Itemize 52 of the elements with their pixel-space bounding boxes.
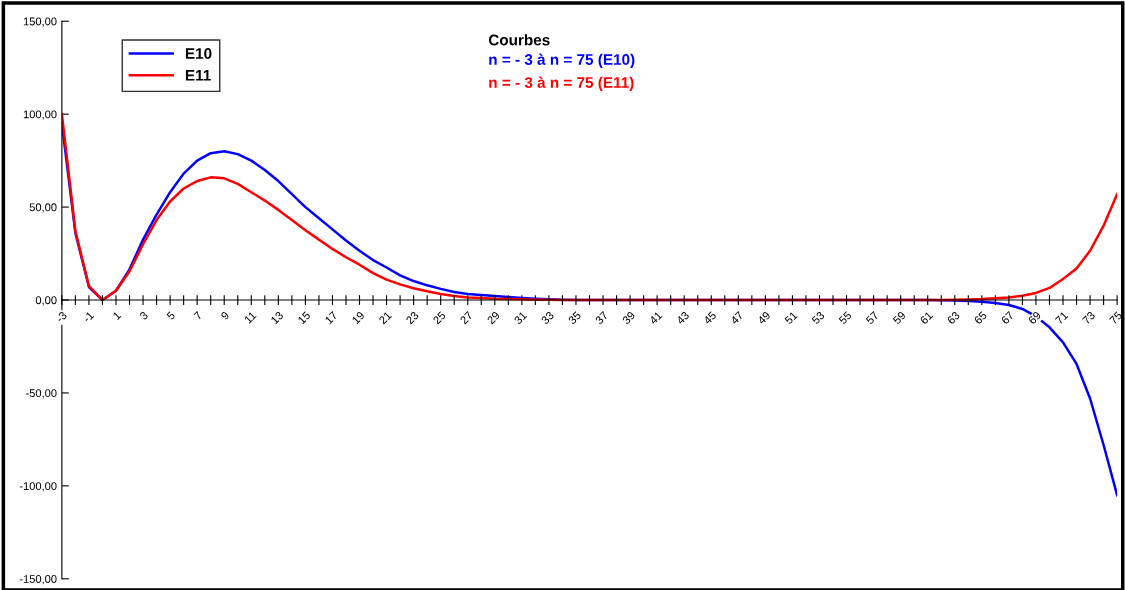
x-tick-label: 61	[919, 311, 934, 325]
x-tick-label: 43	[675, 310, 690, 325]
x-tick-label: -1	[82, 311, 95, 323]
y-tick-label: -150,00	[19, 575, 57, 585]
x-tick-label: 35	[567, 310, 582, 325]
x-tick-label: 57	[865, 311, 879, 325]
x-tick-label: 39	[621, 311, 636, 325]
x-tick-label: -3	[55, 310, 68, 323]
y-tick-label: 100,00	[23, 110, 57, 120]
x-tick-label: 13	[270, 310, 284, 325]
x-tick-label: 65	[973, 310, 988, 325]
y-tick-label: 150,00	[23, 17, 57, 27]
x-tick-label: 1	[112, 311, 122, 320]
y-tick-label: 0,00	[35, 296, 57, 306]
x-tick-label: 47	[730, 311, 744, 325]
x-tick-label: 73	[1081, 310, 1096, 325]
legend-label: E11	[185, 70, 211, 81]
x-tick-label: 69	[1027, 311, 1042, 325]
x-tick-label: 71	[1054, 311, 1069, 325]
x-tick-label: 45	[702, 311, 717, 325]
x-tick-label: 9	[220, 311, 230, 321]
x-tick-label: 59	[892, 311, 907, 325]
x-tick-label: 3	[139, 310, 149, 321]
x-tick-label: 11	[244, 311, 257, 324]
y-tick-label: -50,00	[26, 389, 57, 399]
x-tick-label: 19	[351, 311, 365, 325]
x-tick-label: 67	[1000, 311, 1015, 325]
x-tick-label: 25	[432, 310, 447, 325]
x-tick-label: 53	[811, 310, 825, 325]
x-tick-label: 5	[166, 311, 176, 321]
x-tick-label: 75	[1109, 311, 1123, 325]
text: n = - 3 à n = 75 (E10)	[489, 53, 635, 68]
x-tick-label: 55	[838, 311, 852, 325]
x-tick-label: 17	[324, 311, 338, 325]
x-tick-label: 51	[784, 311, 798, 325]
y-tick-label: 50,00	[29, 203, 57, 213]
y-tick-label: -100,00	[19, 482, 57, 492]
x-tick-label: 37	[594, 311, 609, 325]
x-tick-label: 33	[540, 310, 555, 325]
x-tick-label: 7	[193, 311, 203, 321]
x-tick-label: 21	[378, 311, 392, 325]
x-tick-label: 49	[757, 311, 771, 325]
x-tick-label: 27	[459, 311, 474, 325]
text: Courbes	[488, 34, 550, 46]
x-tick-label: 15	[297, 311, 311, 325]
x-tick-label: 29	[486, 311, 501, 325]
text: n = - 3 à n = 75 (E11)	[489, 76, 634, 91]
x-tick-label: 31	[513, 311, 528, 325]
x-tick-label: 63	[946, 310, 961, 325]
x-tick-label: 23	[405, 310, 420, 325]
x-tick-label: 41	[648, 311, 663, 325]
legend-label: E10	[185, 48, 212, 59]
